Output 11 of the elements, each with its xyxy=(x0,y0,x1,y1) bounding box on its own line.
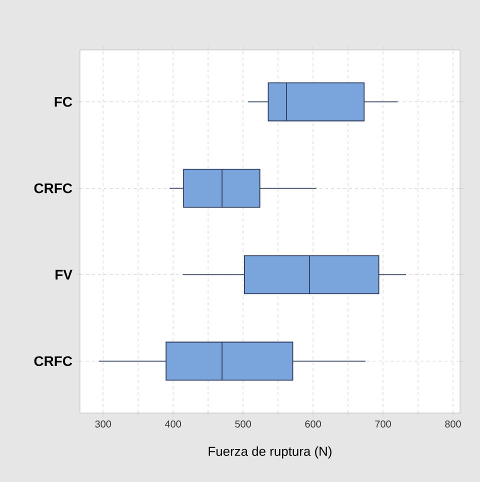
y-tick-label: FV xyxy=(56,270,72,280)
x-tick-label: 400 xyxy=(164,420,181,428)
x-tick-label: 300 xyxy=(95,420,112,428)
x-tick-label: 500 xyxy=(235,420,251,428)
y-tick-label: CRFC xyxy=(34,356,72,366)
x-axis-title: Fuerza de ruptura (N) xyxy=(208,446,332,458)
x-tick-label: 700 xyxy=(375,420,391,428)
y-tick-label: CRFC xyxy=(34,183,72,194)
x-tick-label: 600 xyxy=(305,420,321,428)
y-tick-label: FC xyxy=(54,96,72,107)
x-tick-label: 800 xyxy=(445,420,461,428)
